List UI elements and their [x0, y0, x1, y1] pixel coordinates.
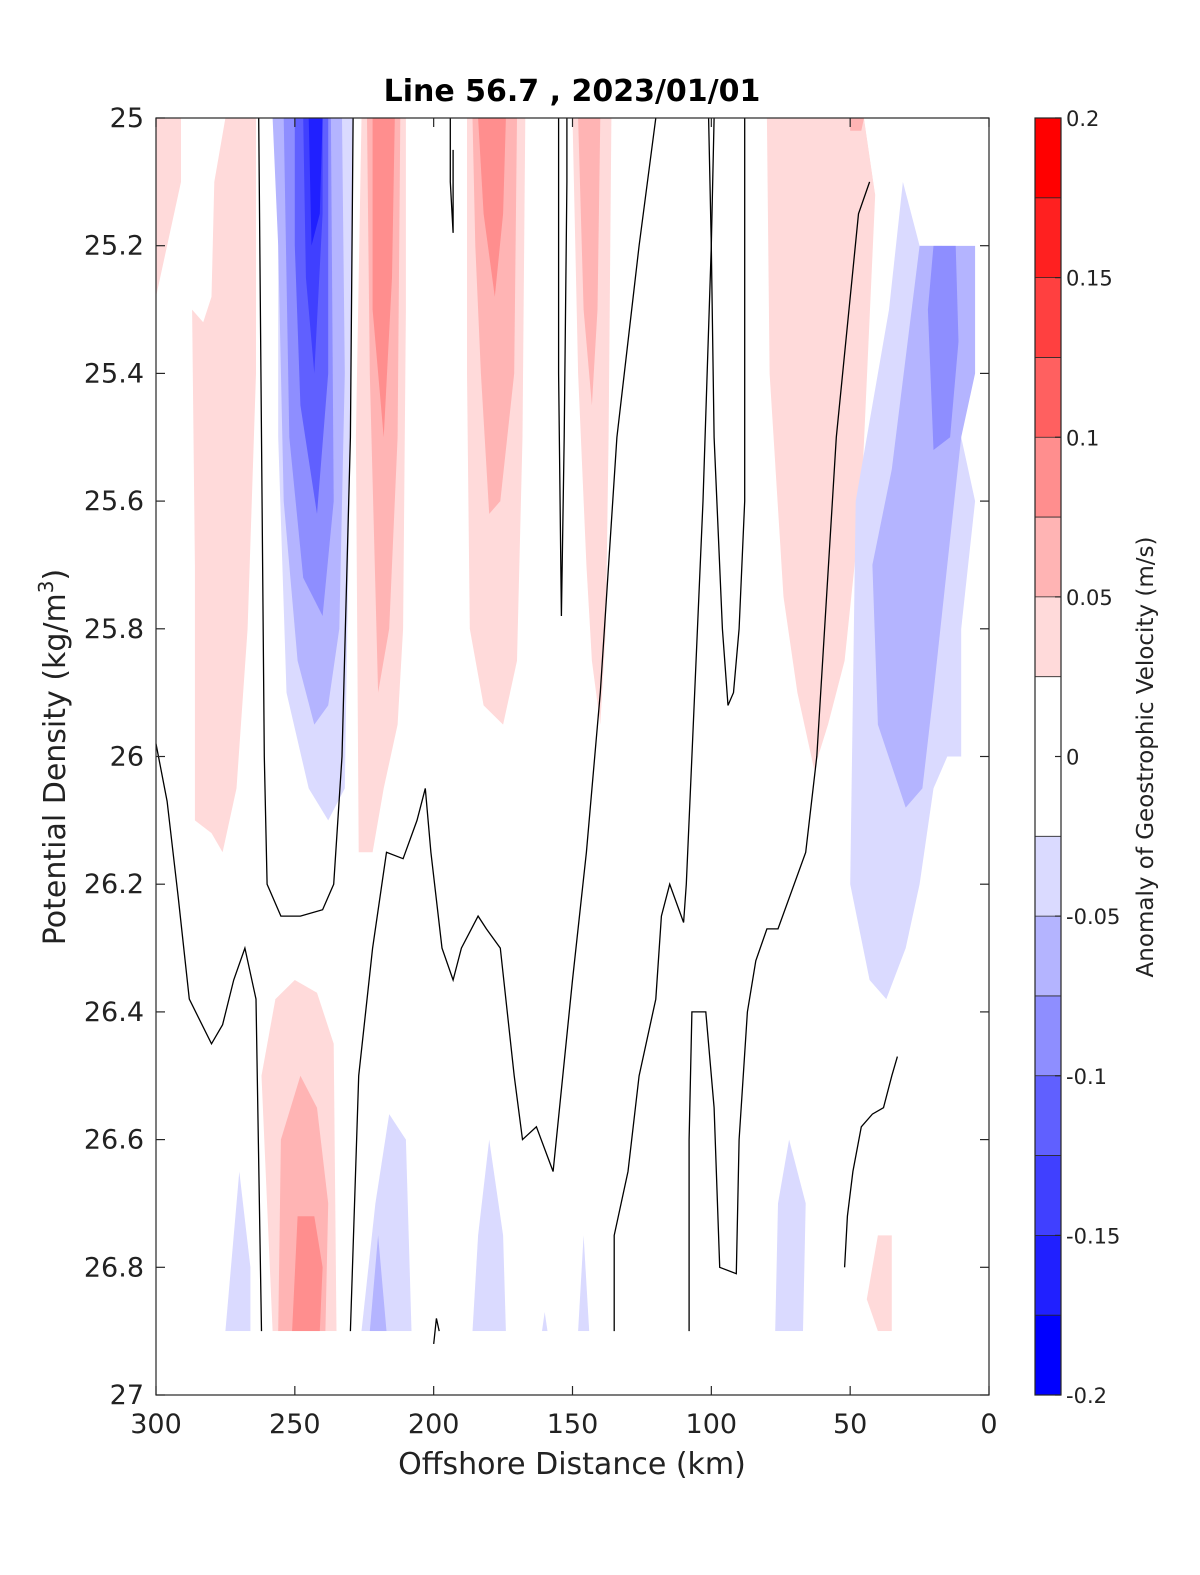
chart-title: Line 56.7 , 2023/01/01: [384, 74, 761, 109]
colorbar-tick-label: 0.05: [1066, 586, 1113, 610]
colorbar-tick-label: 0: [1066, 746, 1079, 770]
y-tick-label: 26.8: [84, 1252, 144, 1283]
colorbar-tick-label: 0.15: [1066, 267, 1113, 291]
contour-region-neg-160-tiny: [542, 1312, 548, 1332]
colorbar-level: [1035, 916, 1061, 996]
contour-region-neg-220-low-b: [369, 1235, 387, 1332]
x-axis: 300 250 200 150 100 50 0: [130, 118, 998, 1440]
colorbar-level: [1035, 1315, 1061, 1395]
colorbar-level: [1035, 596, 1061, 677]
contour-region-pos-180-b: [472, 118, 517, 514]
contour-line-zero-line-9: [843, 1056, 899, 1268]
x-tick-label: 250: [269, 1409, 321, 1440]
x-tick-label: 50: [833, 1409, 867, 1440]
contour-region-pos-285: [192, 118, 256, 853]
colorbar-tick-label: -0.05: [1066, 905, 1120, 929]
x-tick-label: 300: [130, 1409, 182, 1440]
x-tick-label: 100: [686, 1409, 738, 1440]
contour-region-pos-145-b: [578, 118, 601, 406]
colorbar-level: [1035, 118, 1061, 198]
contour-region-neg-180-low: [472, 1139, 506, 1332]
y-tick-label: 25.8: [84, 614, 144, 645]
contour-line-zero-line-4: [449, 118, 454, 233]
y-axis-label: Potential Density (kg/m3): [34, 569, 73, 945]
colorbar-tick-label: -0.1: [1066, 1065, 1107, 1089]
contour-line-zero-line-5: [557, 118, 568, 617]
y-tick-label: 26: [110, 742, 144, 773]
contour-region-neg-70-low: [775, 1139, 806, 1332]
contour-region-pos-edge-300: [156, 118, 181, 297]
colorbar-label: Anomaly of Geostrophic Velocity (m/s): [1133, 537, 1159, 978]
contour-region-pos-245-low-c: [292, 1216, 323, 1332]
contour-line-zero-line-3: [349, 117, 657, 1332]
masked-region-nan-top-right: [864, 118, 989, 246]
y-tick-label: 25.6: [84, 486, 144, 517]
plot-area: [155, 117, 990, 1396]
contour-line-zero-line-7: [688, 181, 871, 1332]
colorbar-level: [1035, 197, 1061, 278]
colorbar-level: [1035, 517, 1061, 597]
y-tick-label: 26.6: [84, 1125, 144, 1156]
y-tick-label: 26.2: [84, 869, 144, 900]
contour-line-zero-line-1: [155, 743, 263, 1332]
y-axis-label-close: ): [38, 569, 73, 581]
y-tick-label: 25: [110, 103, 144, 134]
contour-region-neg-270-low: [225, 1171, 251, 1332]
colorbar-level: [1035, 1155, 1061, 1236]
contour-region-pos-145: [572, 118, 612, 725]
contour-region-neg-245-f: [308, 118, 323, 246]
y-axis: 25 25.2 25.4 25.6 25.8 26 26.2 26.4 26.6 26.8 27: [84, 103, 989, 1411]
y-tick-label: 25.2: [84, 231, 144, 262]
colorbar-level: [1035, 437, 1061, 518]
colorbar-level: [1035, 836, 1061, 917]
colorbar-tick-label: 0.2: [1066, 107, 1099, 131]
contour-line-zero-line-10: [433, 1318, 440, 1344]
contour-line-zero-line-8: [707, 117, 746, 706]
colorbar-level: [1035, 357, 1061, 438]
colorbar: 0.2 0.15 0.1 0.05 0 -0.05 -0.1 -0.15 -0.2: [1034, 107, 1120, 1408]
y-tick-label: 27: [110, 1380, 144, 1411]
colorbar-level: [1035, 1075, 1061, 1156]
contour-line-zero-line-6: [613, 117, 715, 1332]
colorbar-tick-label: 0.1: [1066, 426, 1099, 450]
contour-region-pos-40-low: [866, 1235, 892, 1332]
contour-region-neg-215-low: [361, 1114, 412, 1332]
masked-region-nan-bottom: [156, 1331, 989, 1395]
contour-region-pos-60: [766, 118, 876, 770]
x-tick-label: 0: [980, 1409, 997, 1440]
y-tick-label: 25.4: [84, 358, 144, 389]
colorbar-level: [1035, 995, 1061, 1076]
y-axis-label-superscript: 3: [34, 580, 58, 593]
colorbar-tick-label: -0.15: [1066, 1224, 1120, 1248]
x-tick-label: 200: [408, 1409, 460, 1440]
contour-region-pos-220-c: [372, 118, 395, 438]
colorbar-tick-label: -0.2: [1066, 1384, 1107, 1408]
contour-line-zero-line-2: [258, 117, 354, 917]
contour-region-pos-180-c: [478, 118, 506, 297]
y-tick-label: 26.4: [84, 997, 144, 1028]
x-tick-label: 150: [547, 1409, 599, 1440]
colorbar-level: [1035, 277, 1061, 358]
y-axis-label-main: Potential Density (kg/m: [38, 593, 73, 945]
x-axis-label: Offshore Distance (km): [398, 1447, 746, 1482]
contour-region-neg-145-low: [578, 1235, 590, 1332]
contour-region-pos-45-small: [850, 118, 864, 131]
colorbar-level: [1035, 1235, 1061, 1316]
contour-region-neg-25-c: [927, 245, 959, 450]
